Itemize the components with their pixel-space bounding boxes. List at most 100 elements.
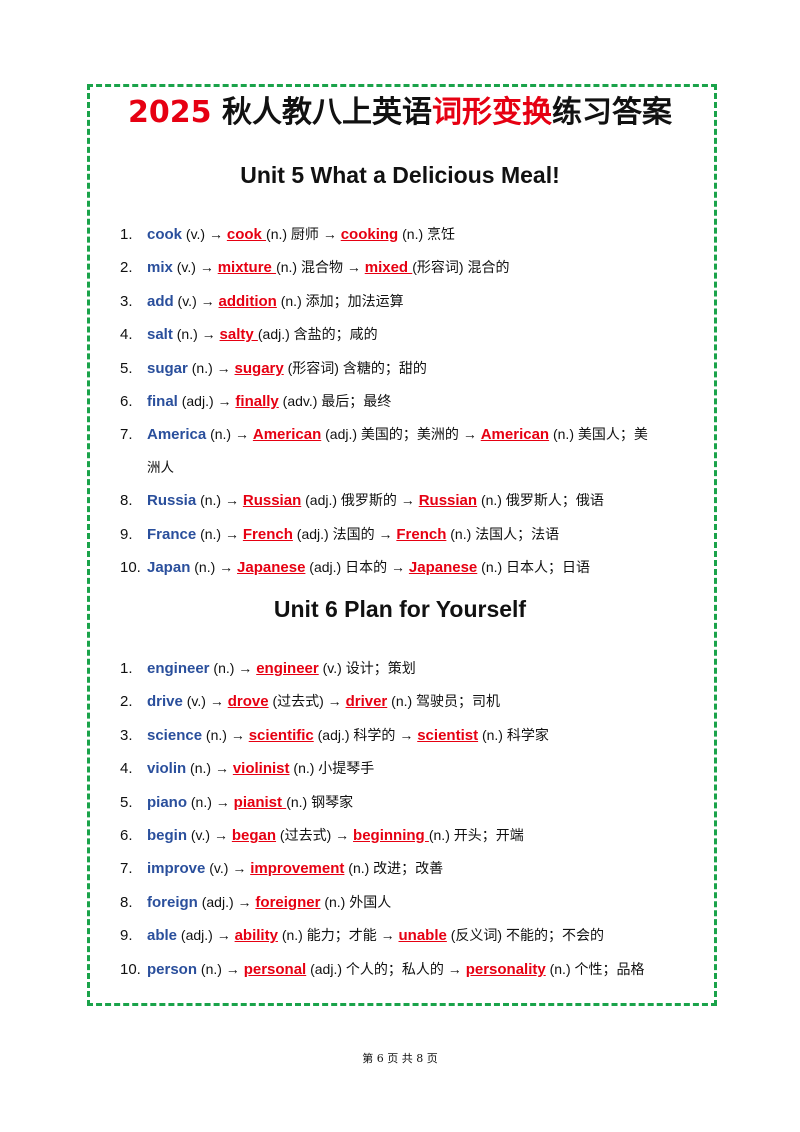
list-item: 8. foreign (adj.) → foreigner (n.) 外国人 (120, 886, 720, 919)
definition-text: (n.) 个性；品格 (545, 960, 645, 977)
definition-text: (adj.) → (197, 893, 256, 910)
definition-text: (v.) → (172, 259, 218, 276)
list-item: 6. begin (v.) → began (过去式) → beginning (… (120, 819, 720, 852)
base-word: cook (147, 226, 183, 243)
definition-text: (adj.) 俄罗斯的 → (301, 492, 419, 509)
list-item: 3. science (n.) → scientific (adj.) 科学的 →… (120, 719, 720, 752)
definition-text: (n.) → (202, 726, 249, 743)
item-number: 7. (120, 426, 133, 444)
dashed-frame (87, 84, 717, 1006)
definition-text: (adj.) 科学的 → (313, 726, 418, 743)
base-word: Japan (147, 559, 191, 577)
base-word: drive (147, 693, 183, 711)
answer-word: finally (235, 393, 279, 411)
item-number: 2. (120, 259, 133, 277)
definition-text: (n.) → (172, 326, 220, 343)
list-item: 7. America (n.) → American (adj.) 美国的；美洲的… (120, 418, 720, 451)
definition-text: (形容词) 混合的 (412, 259, 510, 276)
definition-text: (n.) 外国人 (320, 893, 392, 910)
answer-word: scientific (248, 726, 314, 744)
list-item: 9. France (n.) → French (adj.) 法国的 → Fren… (120, 518, 720, 551)
definition-text: (n.) 混合物 → (276, 259, 365, 276)
definition-text: (v.) → (205, 860, 251, 877)
definition-text: (n.) 日本人；日语 (477, 559, 591, 576)
definition-text: (n.) → (209, 660, 257, 676)
base-word: final (147, 393, 178, 411)
title-main: 秋人教八上英语 (221, 95, 432, 130)
unit5-heading: Unit 5 What a Delicious Meal! (240, 162, 560, 188)
unit5-list: 1. cook (v.) → cook (n.) 厨师 → cooking (n.… (120, 218, 720, 584)
answer-word: cook (226, 226, 267, 243)
answer-word: mixed (364, 259, 413, 277)
definition-text: (n.) 美国人；美 (549, 426, 648, 443)
base-word: sugar (147, 359, 188, 377)
base-word: foreign (147, 893, 198, 911)
answer-word: sugary (234, 359, 284, 377)
definition-text: (n.) 能力；才能 → (277, 927, 399, 944)
answer-word: violinist (232, 760, 290, 778)
title-year: 2025 (128, 95, 212, 130)
definition-text: (n.) 烹饪 (398, 226, 456, 242)
item-number: 3. (120, 726, 133, 744)
definition-text: (adv.) 最后；最终 (278, 393, 392, 410)
definition-text: (过去式) → (276, 827, 354, 844)
definition-text: (反义词) 不能的；不会的 (446, 927, 604, 944)
list-item: 9. able (adj.) → ability (n.) 能力；才能 → una… (120, 919, 720, 952)
list-item: 1. engineer (n.) → engineer (v.) 设计；策划 (120, 652, 720, 685)
definition-text: (adj.) → (177, 927, 235, 944)
base-word: mix (147, 259, 173, 277)
base-word: begin (147, 827, 187, 845)
answer-word: salty (219, 326, 258, 344)
definition-text: (n.) 俄罗斯人；俄语 (477, 492, 604, 509)
item-number: 2. (120, 693, 133, 711)
definition-text: (n.) 厨师 → (266, 226, 341, 242)
definition-text: (adj.) → (177, 393, 236, 410)
answer-word: Russian (242, 492, 302, 510)
list-item: 3. add (v.) → addition (n.) 添加；加法运算 (120, 285, 720, 318)
item-number: 9. (120, 525, 133, 543)
answer-word: beginning (353, 827, 429, 845)
answer-word: began (231, 827, 277, 845)
base-word: violin (147, 760, 187, 778)
list-item: 5. sugar (n.) → sugary (形容词) 含糖的；甜的 (120, 352, 720, 385)
base-word: improve (147, 860, 206, 878)
definition-text: (n.) → (206, 426, 253, 443)
page-title: 2025 秋人教八上英语词形变换练习答案 (0, 93, 800, 133)
item-number: 4. (120, 760, 133, 778)
answer-word: French (242, 525, 293, 543)
answer-word: unable (398, 927, 447, 945)
definition-text: (n.) → (190, 559, 238, 576)
list-item: 2. mix (v.) → mixture (n.) 混合物 → mixed (形… (120, 251, 720, 284)
definition-text: (n.) → (186, 760, 233, 777)
item-number: 6. (120, 393, 133, 411)
definition-text: (v.) 设计；策划 (318, 660, 416, 676)
item-number: 10. (120, 559, 141, 577)
unit6-list: 1. engineer (n.) → engineer (v.) 设计；策划 2. d… (120, 652, 720, 986)
answer-word: improvement (250, 860, 345, 878)
item-number: 1. (120, 226, 133, 243)
definition-text: (adj.) 美国的；美洲的 → (321, 426, 481, 443)
list-item: 5. piano (n.) → pianist (n.) 钢琴家 (120, 786, 720, 819)
definition-text: (adj.) 个人的；私人的 → (306, 960, 466, 977)
title-highlight: 词形变换 (431, 95, 552, 130)
item-number: 10. (120, 960, 141, 978)
answer-word: personality (465, 960, 546, 978)
answer-word: French (396, 525, 447, 543)
list-item: 6. final (adj.) → finally (adv.) 最后；最终 (120, 385, 720, 418)
base-word: Russia (147, 492, 197, 510)
list-item: 4. violin (n.) → violinist (n.) 小提琴手 (120, 752, 720, 785)
definition-text: (n.) → (196, 492, 243, 509)
list-item: 10. person (n.) → personal (adj.) 个人的；私人的… (120, 953, 720, 986)
item-number: 6. (120, 827, 133, 845)
list-item: 7. improve (v.) → improvement (n.) 改进；改善 (120, 852, 720, 885)
base-word: science (147, 726, 203, 744)
answer-word: Japanese (408, 559, 478, 577)
definition-text: (n.) 科学家 (478, 726, 549, 743)
definition-text: (n.) → (187, 359, 235, 376)
item-number: 5. (120, 793, 133, 811)
answer-word: pianist (233, 793, 287, 811)
unit6-heading: Unit 6 Plan for Yourself (273, 596, 527, 622)
definition-text: (n.) 法国人；法语 (446, 525, 560, 542)
base-word: piano (147, 793, 187, 811)
definition-text: (n.) → (187, 793, 234, 810)
